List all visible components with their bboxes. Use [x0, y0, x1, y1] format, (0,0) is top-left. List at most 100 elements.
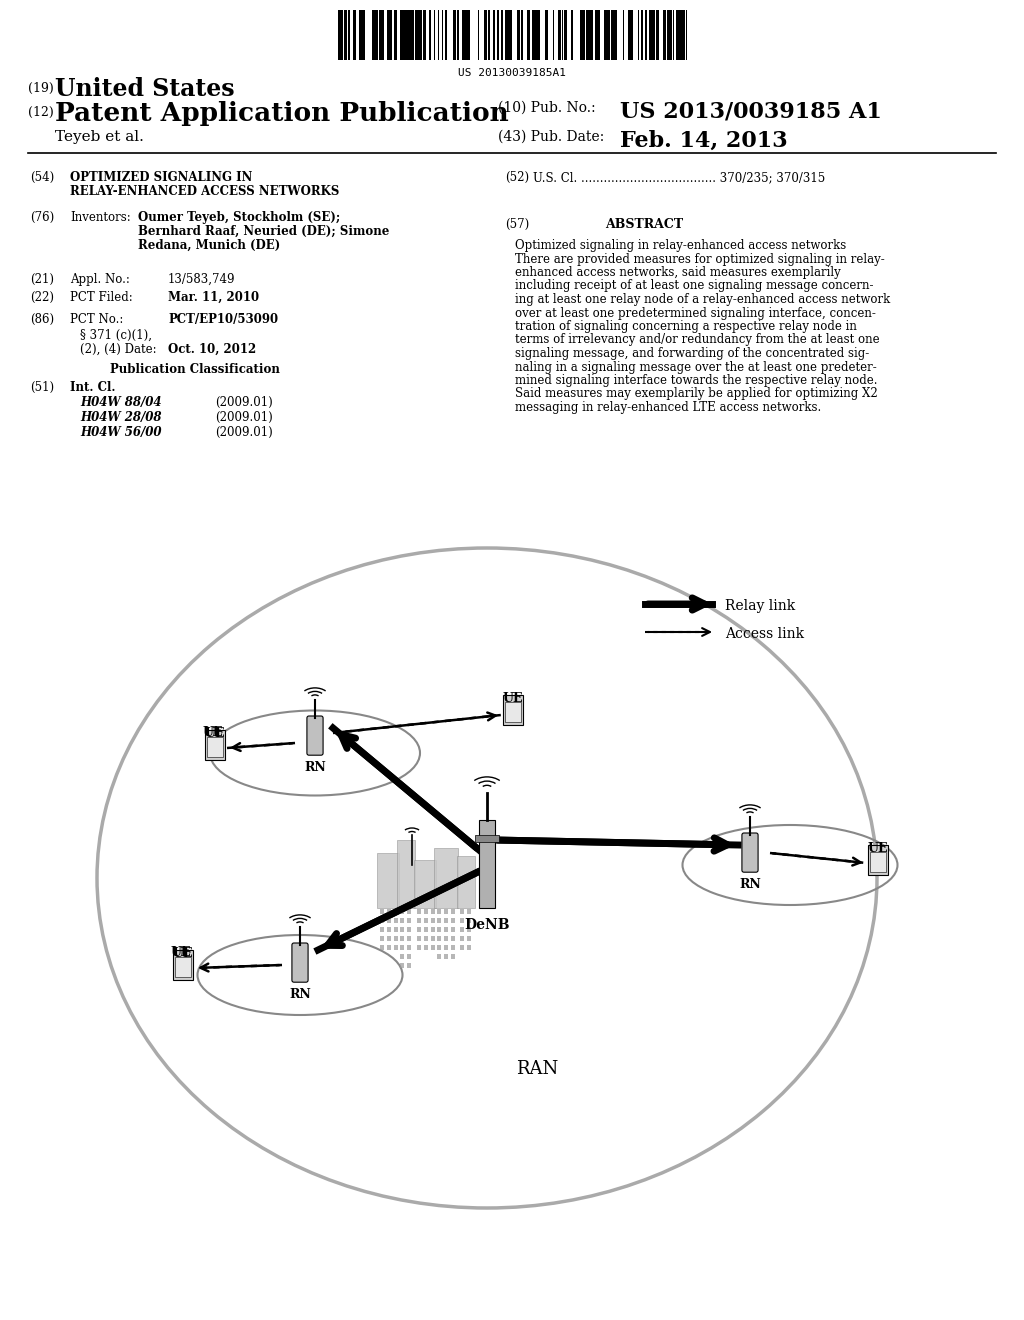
Bar [669, 11, 672, 59]
Text: (22): (22) [30, 290, 54, 304]
Bar [411, 11, 413, 59]
Text: (54): (54) [30, 172, 54, 183]
Bar [392, 11, 394, 59]
Bar [437, 936, 441, 941]
Text: US 2013/0039185 A1: US 2013/0039185 A1 [620, 102, 882, 123]
Bar [175, 957, 191, 977]
Bar [479, 820, 495, 908]
Bar [431, 909, 435, 913]
Bar [467, 945, 471, 950]
Bar [424, 936, 428, 941]
Text: UE: UE [173, 946, 194, 960]
Text: RN: RN [304, 762, 326, 775]
Bar [454, 11, 456, 59]
Bar [380, 917, 384, 923]
Bar [367, 11, 369, 59]
Bar [497, 11, 499, 59]
Text: There are provided measures for optimized signaling in relay-: There are provided measures for optimize… [515, 252, 885, 265]
Bar [868, 845, 888, 875]
Bar [419, 11, 421, 59]
Bar [472, 11, 475, 59]
Bar [205, 730, 225, 760]
Bar [571, 11, 573, 59]
Bar [540, 11, 543, 59]
Bar [380, 927, 384, 932]
Bar [558, 11, 561, 59]
Text: U.S. Cl. .................................... 370/235; 370/315: U.S. Cl. ...............................… [534, 172, 825, 183]
Text: UE: UE [503, 692, 523, 705]
Bar [460, 927, 464, 932]
Bar [394, 927, 398, 932]
Text: RAN: RAN [516, 1060, 558, 1078]
Bar [674, 11, 676, 59]
Bar [424, 945, 428, 950]
Bar [397, 840, 415, 908]
Bar [449, 11, 451, 59]
Text: including receipt of at least one signaling message concern-: including receipt of at least one signal… [515, 280, 873, 293]
Bar [457, 11, 459, 59]
Bar [593, 11, 595, 59]
Bar [387, 11, 390, 59]
Bar [517, 11, 520, 59]
Bar [467, 936, 471, 941]
Bar [687, 11, 689, 59]
Bar [424, 917, 428, 923]
Text: Optimized signaling in relay-enhanced access networks: Optimized signaling in relay-enhanced ac… [515, 239, 846, 252]
Text: naling in a signaling message over the at least one predeter-: naling in a signaling message over the a… [515, 360, 877, 374]
Bar [387, 936, 391, 941]
Bar [394, 936, 398, 941]
Bar [568, 11, 571, 59]
Bar [457, 855, 475, 908]
Text: signaling message, and forwarding of the concentrated sig-: signaling message, and forwarding of the… [515, 347, 869, 360]
Bar [460, 917, 464, 923]
Bar [400, 964, 404, 968]
Text: (2009.01): (2009.01) [215, 411, 272, 424]
Bar [649, 11, 652, 59]
Bar [431, 936, 435, 941]
Text: (19): (19) [28, 82, 53, 95]
Bar [387, 927, 391, 932]
Bar [546, 11, 548, 59]
Bar [480, 11, 482, 59]
Text: Redana, Munich (DE): Redana, Munich (DE) [138, 239, 281, 252]
Bar [395, 11, 397, 59]
Bar [435, 11, 438, 59]
Text: Access link: Access link [725, 627, 804, 642]
Bar [505, 11, 508, 59]
Bar [621, 11, 623, 59]
Bar [417, 927, 421, 932]
Bar [460, 936, 464, 941]
Text: US 20130039185A1: US 20130039185A1 [458, 69, 566, 78]
Bar [503, 11, 505, 59]
Bar [459, 11, 462, 59]
Bar [407, 909, 411, 913]
Bar [407, 945, 411, 950]
Bar [407, 927, 411, 932]
Bar [444, 954, 449, 960]
Bar [550, 11, 553, 59]
Text: ing at least one relay node of a relay-enhanced access network: ing at least one relay node of a relay-e… [515, 293, 890, 306]
Bar [626, 11, 628, 59]
Text: Teyeb et al.: Teyeb et al. [55, 129, 144, 144]
Bar [548, 11, 550, 59]
Bar [417, 936, 421, 941]
Text: (52): (52) [505, 172, 529, 183]
Bar [437, 917, 441, 923]
Text: Mar. 11, 2010: Mar. 11, 2010 [168, 290, 259, 304]
Bar [587, 11, 589, 59]
Text: UE: UE [203, 726, 223, 739]
Bar [451, 909, 455, 913]
Bar [350, 11, 353, 59]
Bar [400, 917, 404, 923]
Bar [387, 909, 391, 913]
Text: Said measures may exemplarily be applied for optimizing X2: Said measures may exemplarily be applied… [515, 388, 878, 400]
Bar [451, 954, 455, 960]
Bar [676, 11, 678, 59]
Bar [444, 917, 449, 923]
Bar [407, 917, 411, 923]
Text: enhanced access networks, said measures exemplarily: enhanced access networks, said measures … [515, 267, 841, 279]
Bar [380, 909, 384, 913]
Text: tration of signaling concerning a respective relay node in: tration of signaling concerning a respec… [515, 319, 857, 333]
Bar [394, 917, 398, 923]
Bar [424, 11, 426, 59]
